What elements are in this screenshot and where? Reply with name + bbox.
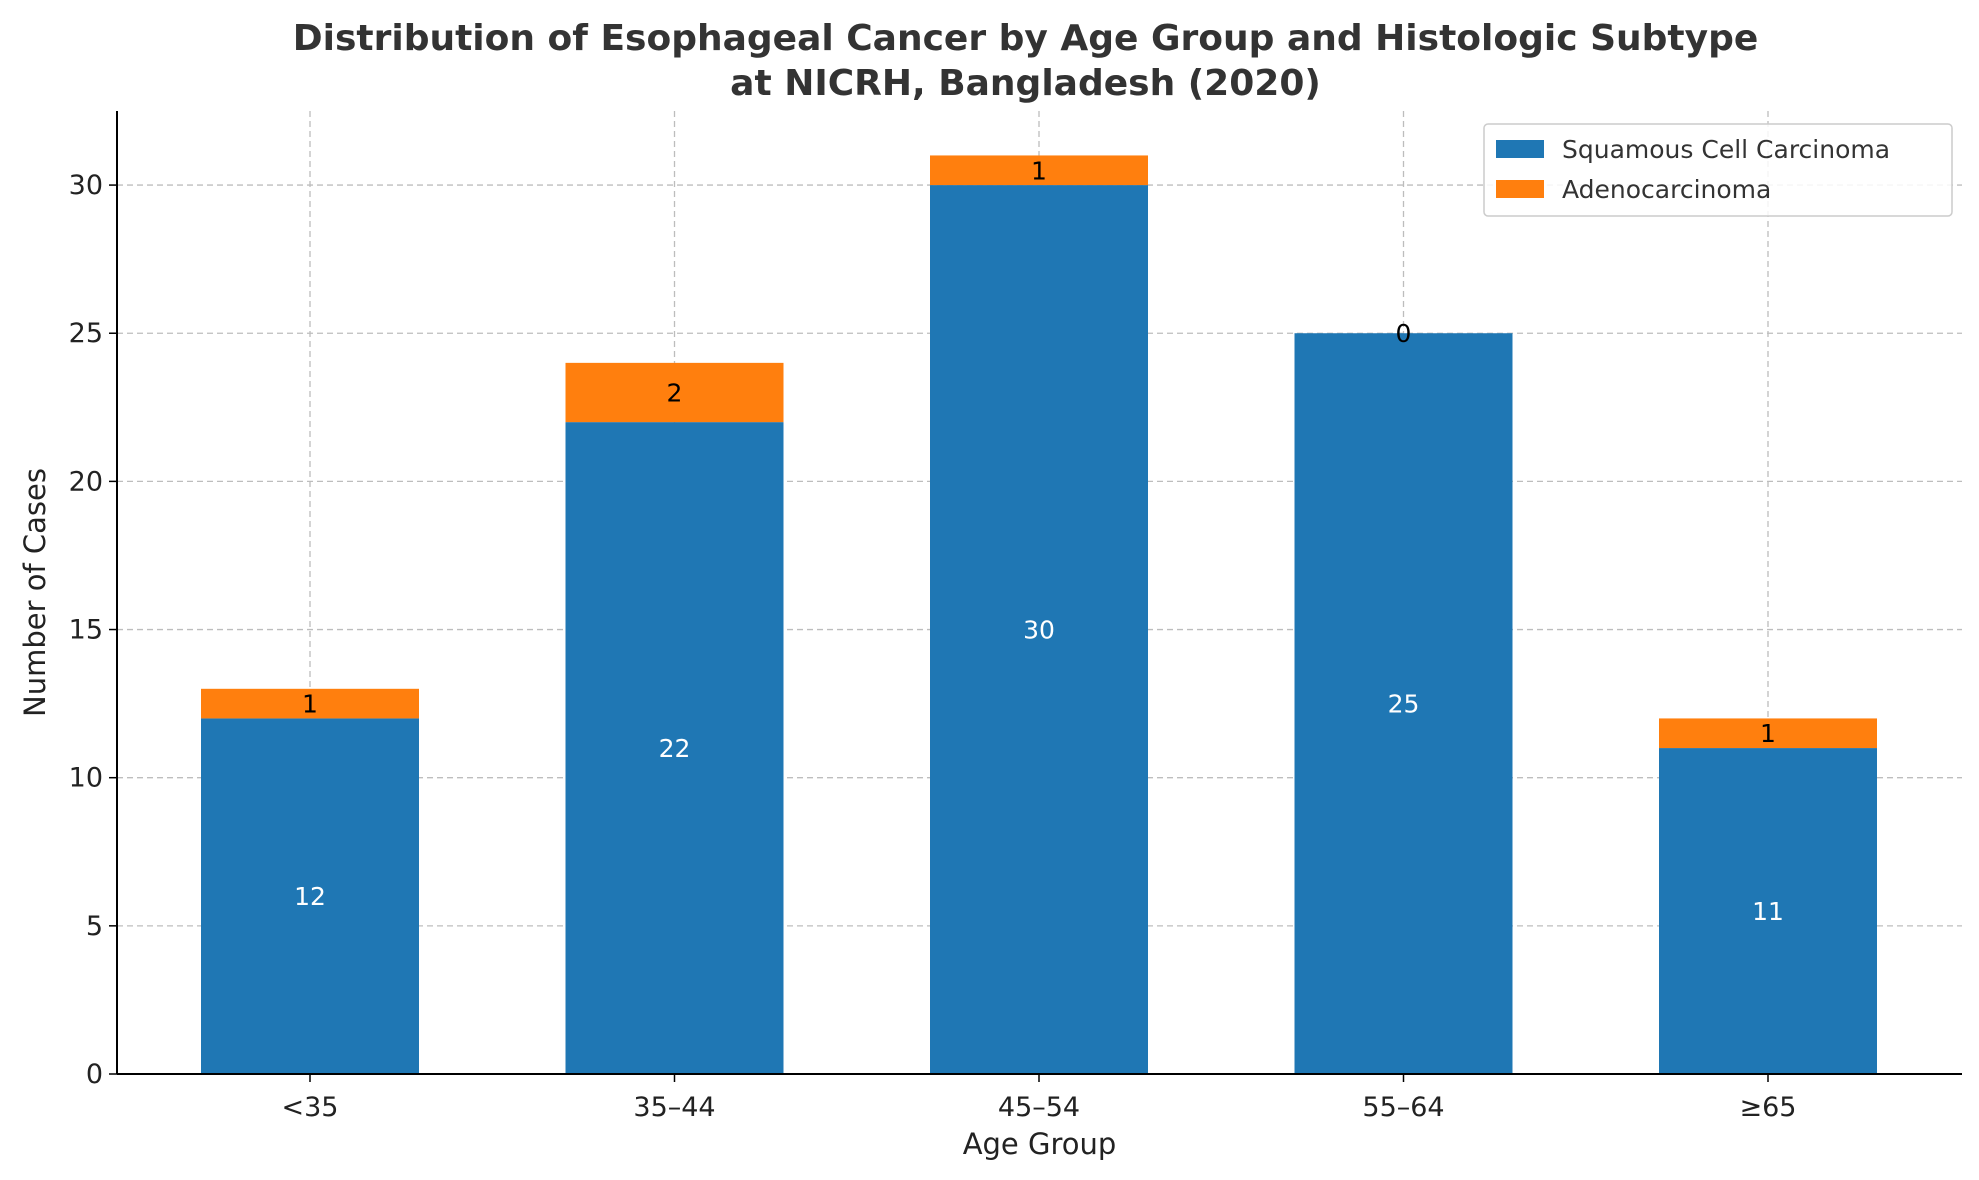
y-tick-label-5: 5 [86,911,103,942]
y-tick-label-15: 15 [69,615,103,646]
chart-title: Distribution of Esophageal Cancer by Age… [293,18,1759,104]
bar-label-squamous-0: 12 [294,882,326,911]
bar-label-adeno-3: 0 [1396,319,1412,348]
x-tick-label-2: 45–54 [998,1092,1080,1123]
bar-label-adeno-4: 1 [1760,719,1776,748]
chart-title-line-2: at NICRH, Bangladesh (2020) [730,63,1321,104]
y-tick-label-20: 20 [69,466,103,497]
y-tick-labels: 0 5 10 15 20 25 30 [69,170,117,1090]
bar-label-squamous-2: 30 [1023,616,1055,645]
chart-title-line-1: Distribution of Esophageal Cancer by Age… [293,18,1759,59]
bar-label-squamous-3: 25 [1388,690,1420,719]
bar-squamous-4 [1659,748,1877,1074]
bar-squamous-0 [201,718,419,1074]
bar-label-adeno-0: 1 [302,690,318,719]
x-axis-label: Age Group [963,1127,1117,1161]
x-tick-label-1: 35–44 [633,1092,715,1123]
legend-swatch-adeno [1496,180,1544,198]
bar-adeno-2 [930,155,1148,186]
x-tick-labels: <35 35–44 45–54 55–64 ≥65 [282,1074,1797,1123]
legend-label-adeno: Adenocarcinoma [1562,175,1771,204]
bars [201,155,1877,1075]
y-tick-label-0: 0 [86,1059,103,1090]
x-tick-label-3: 55–64 [1362,1092,1444,1123]
bar-adeno-1 [565,362,784,423]
x-tick-label-4: ≥65 [1740,1092,1797,1123]
bar-adeno-4 [1659,718,1877,749]
bar-adeno-0 [201,688,419,719]
bar-label-adeno-2: 1 [1031,156,1047,185]
legend-box [1483,123,1953,217]
legend-swatch-squamous [1496,140,1544,158]
y-tick-label-10: 10 [69,763,103,794]
legend-label-squamous: Squamous Cell Carcinoma [1562,135,1890,164]
bar-squamous-3 [1294,333,1513,1074]
bar-label-adeno-1: 2 [667,378,683,407]
bar-squamous-1 [565,422,784,1075]
legend: Squamous Cell Carcinoma Adenocarcinoma [1483,123,1953,217]
y-tick-label-30: 30 [69,170,103,201]
bar-squamous-2 [930,185,1148,1075]
bar-label-squamous-4: 11 [1752,897,1784,926]
bar-label-squamous-1: 22 [659,734,691,763]
x-tick-label-0: <35 [282,1092,339,1123]
y-axis-label: Number of Cases [18,468,52,717]
y-tick-label-25: 25 [69,318,103,349]
